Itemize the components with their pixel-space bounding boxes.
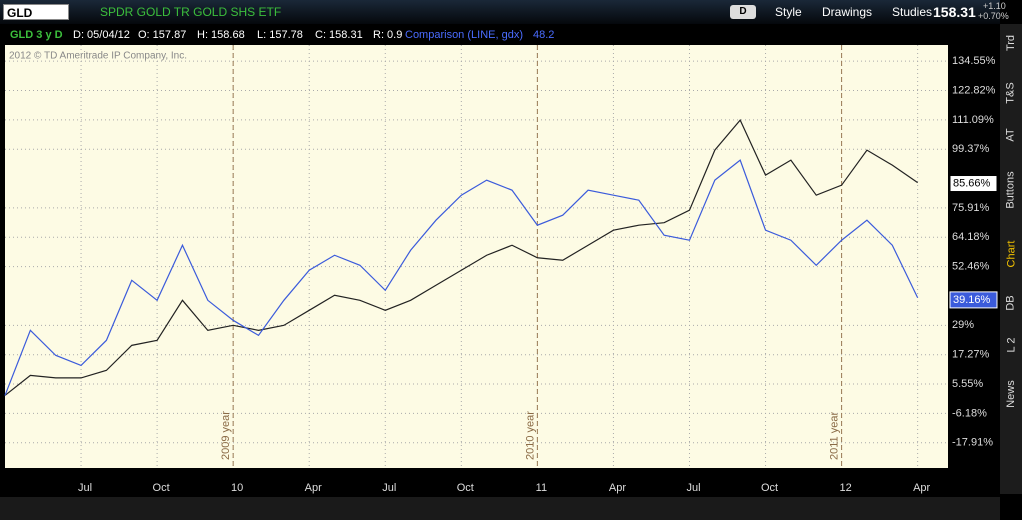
side-tab[interactable]: AT [1000,124,1022,146]
side-tab[interactable]: Buttons [1000,162,1022,218]
y-tick-label: 111.09% [952,114,994,126]
info-field: D: 05/04/12 [73,29,130,41]
side-tab-label: L 2 [1004,337,1017,353]
side-tab[interactable]: Trd [1000,24,1022,62]
side-tab[interactable]: DB [1000,290,1022,316]
info-field: C: 158.31 [315,29,363,41]
x-tick-label: 11 [536,482,547,494]
side-tab-label: Chart [1005,240,1017,268]
side-tab-label: News [1005,380,1018,408]
year-marker-label: 2010 year [524,411,536,460]
x-tick-label: Apr [913,482,930,494]
y-tick-label: 64.18% [952,231,990,243]
x-tick-label: Jul [382,482,396,494]
current-value-box [949,291,998,309]
x-tick-label: Oct [457,482,474,494]
side-tabs: Trd T&S AT Buttons Chart DB L 2 News [1000,24,1022,494]
period-button[interactable]: D [730,5,756,19]
info-field: H: 158.68 [197,29,245,41]
drawings-button[interactable]: Drawings [822,5,873,19]
comparison-label: Comparison (LINE, gdx) [405,29,523,41]
symbol-box[interactable]: GLD [3,4,69,20]
x-tick-label: Oct [761,482,778,494]
series-line [4,118,918,396]
y-tick-label: 99.37% [952,143,990,155]
side-tab-label: AT [1005,128,1017,142]
year-marker-label: 2009 year [220,411,232,460]
copyright: 2012 © TD Ameritrade IP Company, Inc. [9,51,187,62]
side-tab-label: DB [1005,295,1017,311]
y-tick-label: -6.18% [952,407,987,419]
current-value-label: 39.16% [953,294,991,306]
last-price: 158.31 [933,4,976,20]
side-tab[interactable]: News [1000,374,1022,414]
x-tick-label: Oct [153,482,170,494]
change: +1.10 [983,1,1006,11]
side-tab-label: Trd [1005,34,1017,52]
description: SPDR GOLD TR GOLD SHS ETF [100,5,282,19]
y-tick-label: 134.55% [952,55,996,67]
side-tab-label: Buttons [1005,171,1017,209]
x-tick-label: Jul [686,482,700,494]
style-button[interactable]: Style [775,5,802,19]
side-tab[interactable]: Chart [1000,234,1022,274]
x-tick-label: Apr [305,482,322,494]
y-tick-label: 5.55% [952,378,983,390]
chart: 2012 © TD Ameritrade IP Company, Inc. 13… [0,45,1000,520]
y-tick-label: 75.91% [952,202,990,214]
scroll-bar [0,497,1000,520]
side-tab[interactable]: T&S [1000,78,1022,108]
y-tick-label: 52.46% [952,261,990,273]
y-tick-label: -17.91% [952,437,993,449]
change-pct: +0.70% [978,11,1009,21]
y-tick-label: 122.82% [952,84,996,96]
info-field: O: 157.87 [138,29,187,41]
studies-button[interactable]: Studies [892,5,933,19]
info-field: R: 0.9 [373,29,403,41]
x-tick-label: 10 [231,482,243,494]
current-value-box [949,175,998,193]
x-tick-label: 12 [839,482,851,494]
y-tick-label: 17.27% [952,349,990,361]
info-field: L: 157.78 [257,29,303,41]
side-tab[interactable]: L 2 [1000,332,1022,358]
comparison-value: 48.2 [533,29,555,41]
year-marker-label: 2011 year [829,412,841,460]
side-tab-label: T&S [1005,82,1017,104]
toolbar: GLD SPDR GOLD TR GOLD SHS ETF D Style Dr… [0,0,1009,24]
x-tick-label: Jul [78,482,92,494]
current-value-label: 85.66% [953,177,991,189]
y-tick-label: 29% [952,319,974,331]
study-label: GLD 3 y D [10,29,63,41]
series-line [4,159,919,396]
info-bar: GLD 3 y D D: 05/04/12 O: 157.87 H: 158.6… [5,26,948,45]
x-tick-label: Apr [609,482,626,494]
plot-background [5,45,948,468]
